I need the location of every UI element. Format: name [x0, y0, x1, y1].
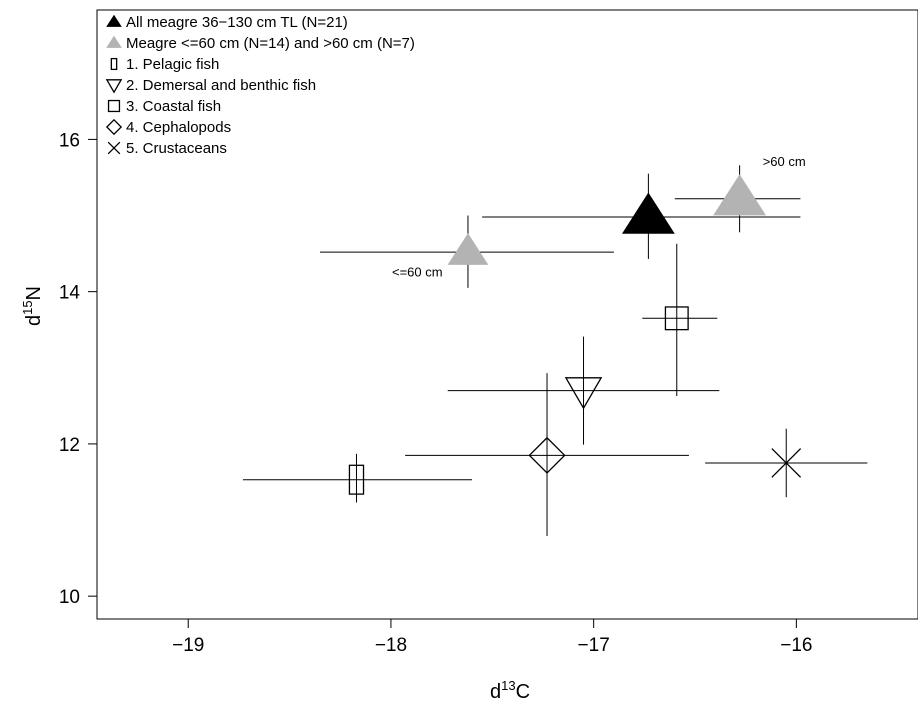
coastal-fish-marker: [664, 306, 689, 331]
legend-marker: [107, 141, 121, 155]
legend-marker-shape: [106, 14, 122, 27]
y-tick-label: 12: [59, 435, 80, 456]
data-markers: [348, 174, 802, 495]
legend-label: 1. Pelagic fish: [126, 56, 219, 73]
legend-marker-shape: [105, 118, 123, 136]
legend-label: 3. Coastal fish: [126, 98, 221, 115]
demersal-benthic-fish-marker: [564, 377, 603, 410]
legend-label: 5. Crustaceans: [126, 140, 227, 157]
x-tick-label: −19: [172, 635, 204, 656]
legend-marker: [106, 14, 122, 27]
annotations: <=60 cm >60 cm: [392, 154, 806, 279]
legend-label: 2. Demersal and benthic fish: [126, 77, 316, 94]
legend-marker-shape: [107, 99, 121, 113]
y-tick-label: 16: [59, 130, 80, 151]
legend-marker-shape: [106, 35, 122, 48]
cephalopods-marker: [528, 436, 566, 474]
y-tick-label: 14: [59, 283, 81, 304]
y-tick-label: 10: [59, 587, 80, 608]
pelagic-fish-marker-shape: [348, 464, 365, 495]
x-tick-label: −17: [578, 635, 610, 656]
demersal-benthic-fish-marker-shape: [564, 377, 603, 410]
y-axis: 10 12 14 16: [59, 130, 97, 608]
meagre-large-marker: [713, 174, 767, 216]
legend-label: All meagre 36−130 cm TL (N=21): [126, 14, 348, 31]
x-axis: −19 −18 −17 −16: [172, 619, 812, 656]
x-tick-label: −18: [375, 635, 407, 656]
legend-marker-stroke-b: [107, 141, 121, 155]
legend-marker: [105, 118, 123, 136]
y-axis-title: d15N: [20, 286, 45, 326]
crustaceans-marker: [771, 448, 802, 478]
all-meagre-marker: [621, 192, 675, 234]
x-axis-title: d13C: [490, 678, 530, 703]
legend-marker: [110, 57, 118, 71]
annotation-label: <=60 cm: [392, 264, 443, 279]
legend-marker-shape: [110, 57, 118, 71]
legend-marker: [106, 35, 122, 48]
legend-marker: [105, 79, 123, 94]
error-bars: [242, 165, 868, 537]
legend: All meagre 36−130 cm TL (N=21) Meagre <=6…: [105, 14, 415, 157]
coastal-fish-marker-shape: [664, 306, 689, 331]
meagre-small-marker: [447, 233, 489, 265]
legend-marker-shape: [105, 79, 123, 94]
plot-frame: [96, 9, 918, 620]
pelagic-fish-marker: [348, 464, 365, 495]
legend-marker: [107, 99, 121, 113]
legend-label: 4. Cephalopods: [126, 119, 231, 136]
crustaceans-marker-stroke-b: [771, 448, 802, 478]
annotation-label: >60 cm: [763, 154, 806, 169]
cephalopods-marker-shape: [528, 436, 566, 474]
all-meagre-marker-shape: [621, 192, 675, 234]
meagre-small-marker-shape: [447, 233, 489, 265]
x-tick-label: −16: [780, 635, 812, 656]
legend-label: Meagre <=60 cm (N=14) and >60 cm (N=7): [126, 35, 415, 52]
meagre-large-marker-shape: [713, 174, 767, 216]
